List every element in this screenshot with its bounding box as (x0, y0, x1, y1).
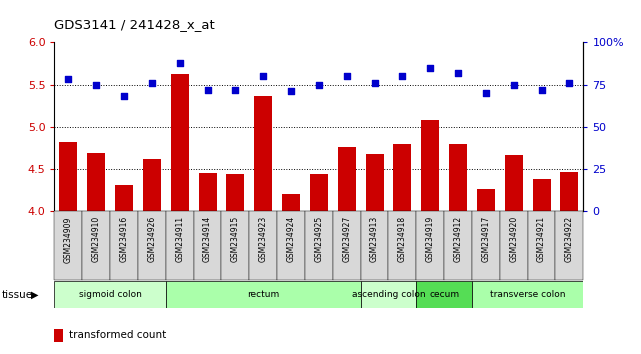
Bar (528, 211, 556, 280)
Point (286, 88, 296, 94)
Bar (115, 185, 133, 211)
Point (564, 80, 574, 86)
Bar (54, 281, 166, 308)
Bar (500, 211, 528, 280)
Point (453, 70, 463, 76)
Text: transformed count: transformed count (69, 330, 167, 341)
Point (342, 73, 352, 79)
Bar (305, 211, 333, 280)
Text: GSM234918: GSM234918 (398, 216, 407, 262)
Bar (504, 155, 523, 211)
Text: ascending colon: ascending colon (352, 290, 425, 299)
Text: GSM234924: GSM234924 (287, 216, 296, 262)
Bar (138, 211, 166, 280)
Point (258, 73, 269, 79)
Bar (110, 211, 138, 280)
Text: cecum: cecum (429, 290, 459, 299)
Text: GSM234912: GSM234912 (454, 216, 463, 262)
Point (147, 80, 157, 86)
Text: ▶: ▶ (31, 290, 38, 300)
Bar (226, 173, 244, 211)
Bar (361, 281, 416, 308)
Bar (143, 159, 161, 211)
Point (397, 73, 408, 79)
Point (174, 60, 185, 65)
Bar (416, 211, 444, 280)
Text: transverse colon: transverse colon (490, 290, 565, 299)
Point (481, 90, 491, 96)
Text: GSM234925: GSM234925 (314, 216, 324, 262)
Bar (416, 281, 472, 308)
Text: GSM234921: GSM234921 (537, 216, 546, 262)
Text: GSM234911: GSM234911 (175, 216, 184, 262)
Text: GSM234926: GSM234926 (147, 216, 156, 262)
Text: sigmoid colon: sigmoid colon (79, 290, 142, 299)
Point (314, 82, 324, 87)
Text: GDS3141 / 241428_x_at: GDS3141 / 241428_x_at (54, 18, 215, 31)
Point (425, 65, 435, 70)
Bar (421, 120, 439, 211)
Bar (388, 211, 416, 280)
Text: GSM234917: GSM234917 (481, 216, 490, 262)
Text: GSM234913: GSM234913 (370, 216, 379, 262)
Bar (54, 329, 63, 342)
Bar (338, 147, 356, 211)
Bar (194, 211, 222, 280)
Text: GSM234922: GSM234922 (565, 216, 574, 262)
Text: GSM234919: GSM234919 (426, 216, 435, 262)
Bar (477, 189, 495, 211)
Point (119, 93, 129, 99)
Bar (449, 144, 467, 211)
Text: tissue: tissue (1, 290, 33, 300)
Text: GSM234920: GSM234920 (509, 216, 518, 262)
Bar (249, 211, 277, 280)
Text: GSM234923: GSM234923 (259, 216, 268, 262)
Bar (199, 173, 217, 211)
Bar (560, 172, 578, 211)
Text: GSM234915: GSM234915 (231, 216, 240, 262)
Point (91, 82, 101, 87)
Bar (87, 154, 105, 211)
Bar (361, 211, 388, 280)
Text: GSM234927: GSM234927 (342, 216, 351, 262)
Bar (472, 211, 500, 280)
Text: GSM234909: GSM234909 (64, 216, 73, 263)
Text: rectum: rectum (247, 290, 279, 299)
Bar (60, 142, 78, 211)
Bar (282, 194, 300, 211)
Bar (533, 179, 551, 211)
Point (203, 87, 213, 92)
Bar (82, 211, 110, 280)
Bar (444, 211, 472, 280)
Bar (166, 211, 194, 280)
Bar (394, 144, 412, 211)
Bar (166, 281, 361, 308)
Bar (222, 211, 249, 280)
Point (537, 87, 547, 92)
Bar (365, 154, 383, 211)
Point (508, 82, 519, 87)
Bar (310, 175, 328, 211)
Point (230, 87, 240, 92)
Text: GSM234910: GSM234910 (92, 216, 101, 262)
Point (63, 77, 74, 82)
Bar (171, 74, 189, 211)
Bar (333, 211, 361, 280)
Bar (472, 281, 583, 308)
Point (369, 80, 379, 86)
Bar (556, 211, 583, 280)
Text: GSM234914: GSM234914 (203, 216, 212, 262)
Bar (254, 96, 272, 211)
Bar (54, 211, 82, 280)
Text: GSM234916: GSM234916 (120, 216, 129, 262)
Bar (277, 211, 305, 280)
